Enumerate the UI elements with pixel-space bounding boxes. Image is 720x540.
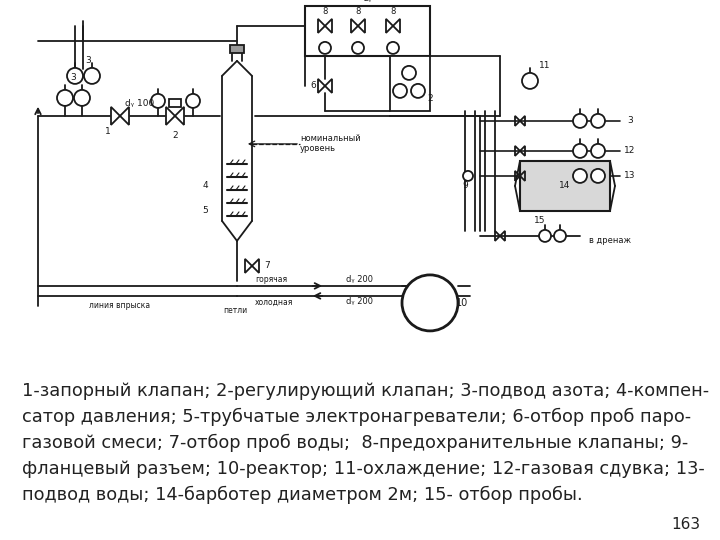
Circle shape [319,42,331,54]
Text: петли: петли [223,306,247,315]
Text: 14: 14 [559,181,571,191]
Text: 1-запорный клапан; 2-регулирующий клапан; 3-подвод азота; 4-компен-: 1-запорный клапан; 2-регулирующий клапан… [22,382,709,400]
Text: 1: 1 [105,127,111,137]
Circle shape [387,42,399,54]
Text: 2: 2 [172,131,178,140]
Text: 13: 13 [624,171,636,180]
Text: 7: 7 [264,261,270,271]
Circle shape [591,144,605,158]
Text: 5: 5 [202,206,208,215]
Text: номинальный: номинальный [300,134,361,144]
Text: подвод воды; 14-барботер диаметром 2м; 15- отбор пробы.: подвод воды; 14-барботер диаметром 2м; 1… [22,486,582,504]
Text: 2: 2 [427,94,433,103]
Circle shape [591,169,605,183]
Text: линия впрыска: линия впрыска [89,301,150,310]
Circle shape [84,68,100,84]
Circle shape [573,144,587,158]
Text: dᵧ: dᵧ [363,0,372,3]
Text: холодная: холодная [255,298,293,306]
Circle shape [539,230,551,242]
Text: 8: 8 [390,8,396,16]
Text: в дренаж: в дренаж [589,237,631,245]
Circle shape [591,114,605,128]
Circle shape [554,230,566,242]
Circle shape [411,84,425,98]
Bar [230,45,244,53]
Text: 8: 8 [355,8,361,16]
Text: dᵧ 200: dᵧ 200 [346,298,374,306]
Text: 6: 6 [310,82,316,90]
Text: 8: 8 [323,8,328,16]
Text: 11: 11 [539,62,551,70]
Text: 3: 3 [627,117,633,125]
Text: горячая: горячая [255,275,287,285]
Circle shape [151,94,165,108]
Text: 12: 12 [624,146,636,156]
Text: уровень: уровень [300,144,336,153]
Bar [168,99,181,107]
Circle shape [402,66,416,80]
Text: dᵧ 100: dᵧ 100 [125,99,155,109]
Circle shape [67,68,83,84]
Text: 10: 10 [456,298,468,308]
Circle shape [402,275,458,331]
Text: 163: 163 [671,517,700,532]
Text: фланцевый разъем; 10-реактор; 11-охлаждение; 12-газовая сдувка; 13-: фланцевый разъем; 10-реактор; 11-охлажде… [22,460,705,478]
Circle shape [74,90,90,106]
Circle shape [186,94,200,108]
Text: 4: 4 [202,181,208,191]
Text: 3: 3 [85,56,91,65]
Text: газовой смеси; 7-отбор проб воды;  8-предохранительные клапаны; 9-: газовой смеси; 7-отбор проб воды; 8-пред… [22,434,688,452]
Text: 15: 15 [534,217,546,225]
Text: сатор давления; 5-трубчатые электронагреватели; 6-отбор проб паро-: сатор давления; 5-трубчатые электронагре… [22,408,691,426]
Circle shape [573,169,587,183]
Text: 3: 3 [70,73,76,83]
Bar [305,6,430,56]
Circle shape [573,114,587,128]
Bar [520,161,610,211]
Circle shape [393,84,407,98]
Text: dᵧ 200: dᵧ 200 [346,275,374,285]
Bar [390,56,430,111]
Circle shape [463,171,473,181]
Circle shape [522,73,538,89]
Circle shape [57,90,73,106]
Circle shape [352,42,364,54]
Text: 9: 9 [462,181,468,191]
